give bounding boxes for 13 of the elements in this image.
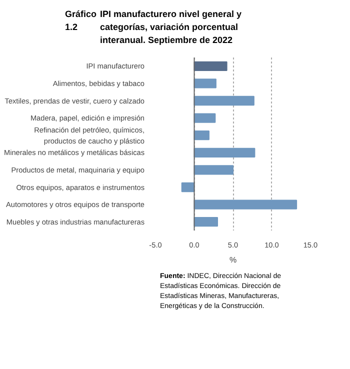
bar <box>194 95 254 106</box>
bar <box>181 182 195 192</box>
bar <box>194 199 298 209</box>
bar <box>194 112 216 122</box>
text: Gráfico 1.2 <box>64 8 98 34</box>
bar <box>194 130 210 140</box>
x-axis-title: % <box>229 255 237 264</box>
bar <box>194 60 228 71</box>
bar <box>194 216 218 226</box>
bar <box>194 78 216 88</box>
chart-title: IPI manufacturero nivel general y categorías, variación porcentual interanual. Septiembre de 2022 <box>100 8 243 47</box>
bar <box>194 164 234 174</box>
bar <box>194 147 256 158</box>
